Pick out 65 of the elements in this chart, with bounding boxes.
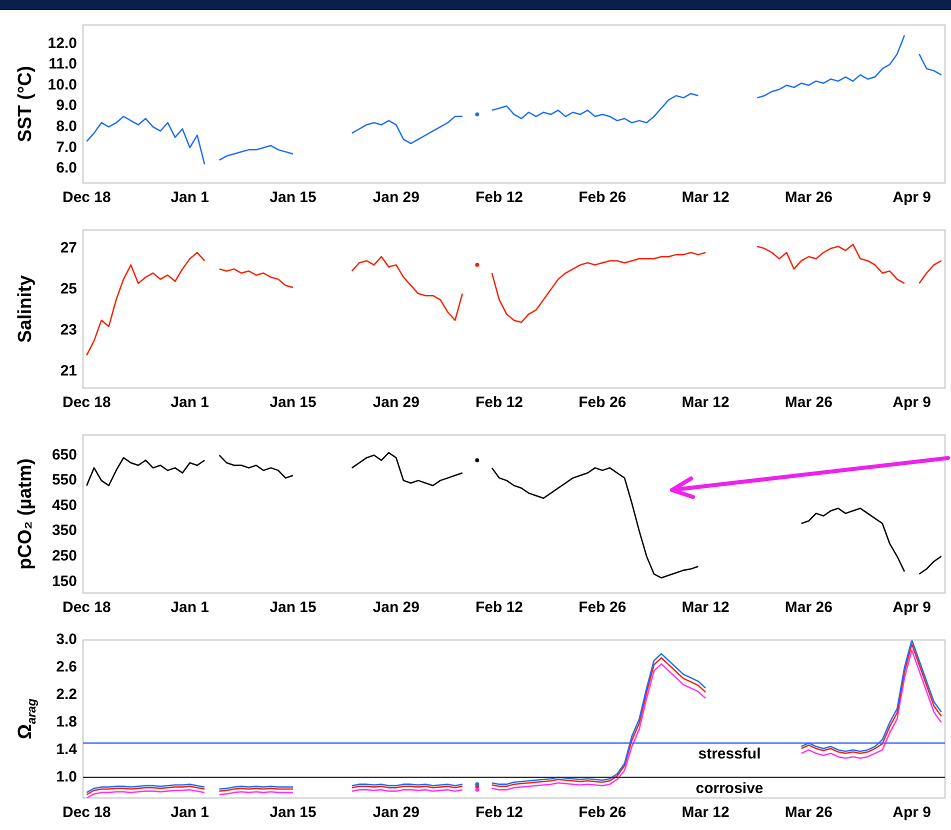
x-tick-label: Feb 26	[578, 189, 626, 206]
y-tick-label: 25	[60, 280, 77, 298]
x-tick-label: Jan 29	[372, 394, 420, 412]
x-tick-label: Jan 1	[170, 804, 210, 822]
y-tick-label: 550	[52, 472, 77, 489]
x-tick-label: Jan 1	[170, 189, 210, 206]
x-tick-label: Jan 15	[270, 804, 316, 822]
x-tick-label: Jan 15	[270, 189, 316, 206]
x-tick-label: Mar 12	[682, 189, 730, 206]
y-axis-title: pCO₂ (µatm)	[15, 458, 36, 570]
x-tick-label: Apr 9	[892, 394, 932, 412]
x-tick-label: Feb 26	[578, 804, 626, 822]
x-tick-label: Jan 1	[170, 394, 210, 412]
y-tick-label: 10.0	[48, 76, 77, 94]
y-tick-label: 2.2	[56, 686, 77, 704]
y-tick-label: 27	[60, 240, 77, 257]
x-tick-label: Dec 18	[62, 189, 111, 206]
x-tick-label: Dec 18	[62, 599, 111, 616]
y-tick-label: 3.0	[56, 631, 77, 648]
x-tick-label: Mar 26	[784, 804, 832, 822]
x-tick-label: Feb 26	[578, 599, 626, 616]
y-axis-title: Salinity	[15, 274, 36, 343]
x-tick-label: Feb 12	[476, 804, 524, 822]
x-tick-label: Jan 29	[372, 599, 420, 616]
x-tick-label: Jan 29	[372, 804, 420, 822]
x-tick-label: Mar 26	[784, 394, 832, 412]
y-tick-label: 150	[52, 572, 77, 590]
y-tick-label: 350	[52, 522, 77, 540]
y-tick-label: 1.8	[56, 714, 77, 731]
x-tick-label: Mar 12	[682, 804, 730, 822]
y-tick-label: 23	[60, 322, 77, 339]
x-tick-label: Feb 12	[476, 394, 524, 412]
y-tick-label: 21	[60, 362, 77, 380]
x-tick-label: Jan 15	[270, 599, 316, 616]
y-tick-label: 1.0	[56, 768, 77, 786]
y-tick-label: 7.0	[56, 138, 77, 156]
x-tick-label: Feb 12	[476, 599, 524, 616]
y-tick-label: 9.0	[56, 97, 77, 114]
ref-line-label: stressful	[698, 746, 761, 763]
y-axis-title: Ωarag	[15, 698, 38, 740]
x-tick-label: Feb 26	[578, 394, 626, 412]
x-tick-label: Dec 18	[62, 804, 111, 822]
y-tick-label: 12.0	[48, 34, 77, 52]
y-tick-label: 1.4	[56, 741, 78, 758]
x-tick-label: Mar 12	[682, 599, 730, 616]
y-tick-label: 450	[52, 496, 77, 514]
x-tick-label: Apr 9	[892, 189, 932, 206]
x-tick-label: Jan 15	[270, 394, 316, 412]
y-tick-label: 650	[52, 446, 77, 464]
x-tick-label: Jan 1	[170, 599, 210, 616]
x-tick-label: Mar 26	[784, 599, 832, 616]
y-tick-label: 11.0	[48, 56, 77, 73]
y-tick-label: 250	[52, 547, 77, 564]
y-tick-label: 6.0	[56, 160, 77, 177]
x-tick-label: Apr 9	[892, 599, 932, 616]
y-axis-title: SST (°C)	[15, 66, 36, 142]
x-tick-label: Mar 26	[784, 189, 832, 206]
x-tick-label: Dec 18	[62, 394, 111, 412]
y-tick-label: 8.0	[56, 118, 77, 136]
y-tick-label: 2.6	[56, 658, 77, 676]
x-tick-label: Apr 9	[892, 804, 932, 822]
ref-line-label: corrosive	[696, 780, 764, 798]
x-tick-label: Feb 12	[476, 189, 524, 206]
x-tick-label: Mar 12	[682, 394, 730, 412]
x-tick-label: Jan 29	[372, 189, 420, 206]
